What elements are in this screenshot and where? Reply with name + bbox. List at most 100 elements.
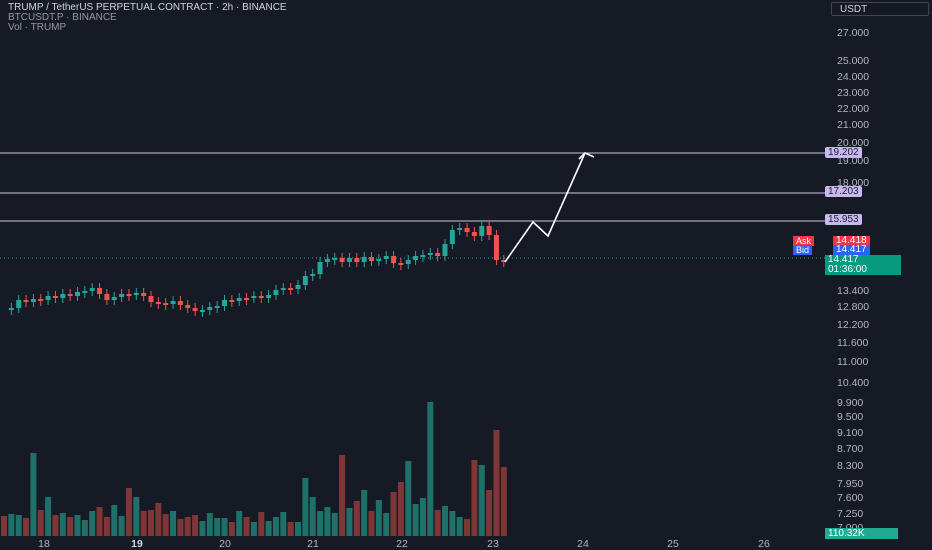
volume-bar (331, 513, 338, 536)
candle-body (413, 256, 419, 260)
volume-bar (302, 478, 309, 536)
volume-bar (177, 519, 184, 536)
candle-body (435, 253, 441, 256)
volume-bar (309, 497, 316, 536)
price-tick-label: 12.200 (837, 319, 870, 331)
volume-bar (170, 511, 177, 536)
volume-bar (67, 517, 74, 536)
compare-symbol[interactable]: BTCUSDT.P · BINANCE (8, 12, 117, 23)
volume-bar (295, 522, 301, 536)
price-tick-label: 20.000 (837, 137, 870, 149)
candle-body (391, 256, 397, 263)
level-label-1[interactable]: 19.202 (825, 147, 862, 158)
level-label-3[interactable]: 15.953 (825, 214, 862, 225)
volume-bar (375, 500, 382, 536)
candle-body (82, 291, 88, 293)
price-tick-label: 8.700 (837, 443, 864, 455)
time-tick-label: 21 (307, 538, 319, 550)
chart-legend: TRUMP / TetherUS PERPETUAL CONTRACT · 2h… (8, 3, 287, 33)
price-tick-label: 9.500 (837, 411, 864, 423)
volume-bar (405, 461, 412, 536)
volume-bar (74, 515, 81, 536)
volume-bar (258, 512, 265, 536)
volume-bar (118, 516, 125, 536)
volume-bar (155, 503, 162, 536)
candle-body (170, 301, 176, 304)
candle-body (317, 262, 323, 274)
candle-body (8, 308, 14, 310)
volume-bar (368, 511, 375, 536)
price-tick-label: 22.000 (837, 103, 870, 115)
volume-bar (192, 515, 199, 536)
candle-body (163, 303, 169, 305)
volume-bar (8, 514, 15, 536)
volume-bar (419, 498, 426, 536)
volume-bar (140, 511, 147, 536)
volume-bar (250, 522, 257, 536)
volume-bar (427, 402, 434, 536)
volume-bar (317, 511, 324, 536)
volume-bar (486, 490, 493, 536)
price-tick-label: 9.900 (837, 397, 864, 409)
volume-bar (103, 517, 110, 536)
symbol-title[interactable]: TRUMP / TetherUS PERPETUAL CONTRACT · 2h… (8, 2, 287, 13)
price-tick-label: 7.950 (837, 478, 864, 490)
price-tick-label: 7.600 (837, 492, 864, 504)
volume-bar (456, 517, 463, 536)
volume-bar (265, 521, 272, 536)
candle-body (23, 300, 29, 302)
bid-label: Bid (793, 245, 813, 255)
volume-bar (133, 497, 140, 536)
price-tick-label: 21.000 (837, 119, 870, 131)
price-axis[interactable]: USDT 27.000 25.000 24.000 23.000 22.000 21.00… (793, 0, 932, 539)
candle-body (251, 296, 257, 298)
candle-body (185, 305, 191, 308)
time-axis[interactable]: 18 19 20 21 22 23 24 25 26 (0, 536, 825, 550)
volume-bar (228, 522, 235, 536)
candle-body (501, 260, 507, 262)
candle-body (280, 288, 286, 290)
candle-body (67, 294, 73, 296)
volume-bar (464, 519, 471, 536)
candle-body (324, 259, 330, 262)
currency-selector[interactable]: USDT (831, 2, 929, 16)
volume-bar (287, 522, 294, 536)
candle-body (192, 308, 198, 311)
price-tick-label: 19.000 (837, 155, 870, 167)
volume-bar (361, 490, 368, 536)
volume-bar (500, 467, 507, 536)
price-tick-label: 25.000 (837, 55, 870, 67)
candle-body (38, 299, 44, 301)
volume-legend[interactable]: Vol · TRUMP (8, 22, 67, 33)
price-tick-label: 27.000 (837, 27, 870, 39)
candle-body (244, 298, 250, 300)
candle-body (295, 285, 301, 289)
candle-body (148, 296, 154, 302)
volume-bar (206, 513, 213, 536)
price-tick-label: 10.400 (837, 377, 870, 389)
volume-bar (214, 518, 221, 536)
volume-bar (449, 511, 456, 536)
price-tick-label: 11.000 (837, 356, 869, 368)
candle-body (361, 257, 367, 262)
volume-bar (412, 504, 419, 536)
price-tick-label: 12.800 (837, 301, 870, 313)
price-chart[interactable] (0, 0, 825, 536)
candle-body (457, 228, 463, 230)
candle-body (60, 294, 66, 298)
volume-bar (89, 511, 96, 536)
current-price: 14.417 (828, 254, 859, 265)
candle-body (30, 299, 36, 302)
currency-label: USDT (840, 4, 868, 15)
candle-body (479, 226, 485, 236)
projection-path (504, 152, 586, 263)
candle-body (222, 300, 227, 306)
volume-bar (148, 510, 154, 536)
candle-body (369, 257, 374, 261)
candle-body (199, 310, 205, 312)
level-label-2[interactable]: 17.203 (825, 186, 862, 197)
current-price-badge: 14.417 01:36:00 (825, 255, 901, 275)
candle-body (464, 228, 470, 232)
candle-body (273, 290, 279, 295)
candle-body (89, 288, 95, 291)
